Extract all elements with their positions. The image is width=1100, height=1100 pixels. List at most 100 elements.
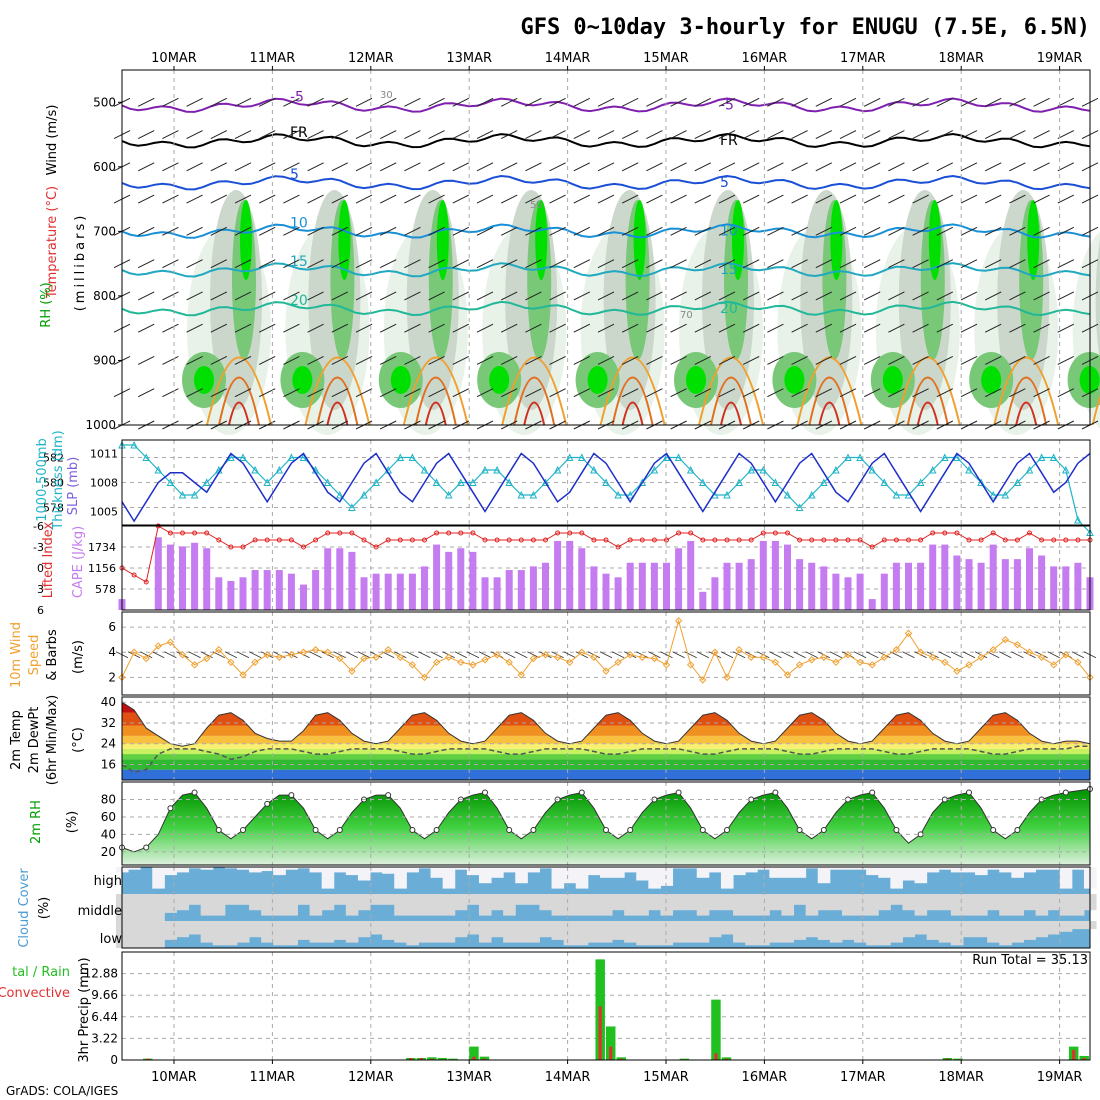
wind-barb: [234, 97, 252, 107]
cloud-cell: [660, 921, 674, 946]
label-cape: CAPE (J/kg): [71, 526, 86, 598]
label-cloud-b: (%): [37, 897, 52, 920]
precip-total-bar: [679, 1058, 690, 1060]
wind-barb: [621, 194, 639, 204]
li-point: [276, 537, 282, 543]
wind-barb: [307, 162, 324, 172]
cape-bar: [312, 570, 320, 610]
cape-tick-label: 1734: [88, 541, 116, 554]
cape-bar: [590, 566, 598, 610]
thickness-point: [493, 465, 501, 474]
precip-conv-bar: [482, 1058, 487, 1060]
temp-line: [121, 701, 1091, 747]
cape-bar: [372, 573, 380, 610]
thickness-point: [553, 465, 562, 474]
precip-total-bar: [479, 1056, 490, 1060]
date-label-top: 19MAR: [1037, 51, 1083, 66]
cloud-cell: [224, 894, 238, 905]
isotherm-line: [121, 262, 1091, 278]
wind10-point: [287, 651, 296, 659]
li-point: [664, 537, 669, 543]
pressure-tick-label: 600: [93, 160, 116, 174]
wind-barb: [379, 130, 397, 139]
wind-barb: [646, 130, 663, 139]
cloud-cell: [817, 921, 831, 940]
wind-barb: [355, 259, 373, 269]
thickness-slp-panel: 578 580 582 1005 1008 1011: [43, 440, 1094, 536]
cloud-cell: [817, 894, 831, 911]
wind-barb: [210, 162, 228, 172]
li-point: [785, 530, 790, 536]
cloud-cell: [370, 867, 383, 873]
wind-barb: [742, 162, 760, 172]
wind10-point: [578, 648, 586, 656]
thickness-point: [408, 453, 417, 461]
rh-point: [966, 789, 972, 796]
wind-barb: [984, 388, 1002, 398]
temp-band: [122, 735, 1090, 744]
li-point: [434, 530, 440, 536]
cloud-cell: [176, 867, 190, 873]
cape-bar: [1013, 559, 1021, 610]
li-point: [978, 537, 984, 543]
wind-barb: [1033, 194, 1050, 204]
wind-barb: [234, 323, 252, 333]
wind-barb: [573, 97, 591, 107]
li-point: [252, 537, 258, 543]
thickness-point: [227, 453, 235, 461]
li-point: [1027, 530, 1032, 536]
wind-barb: [670, 97, 687, 107]
cloud-cell: [684, 894, 698, 911]
wind10-barb: [418, 651, 431, 659]
wind-barb: [549, 323, 566, 333]
cloud-cell: [285, 867, 298, 870]
thickness-point: [723, 490, 731, 499]
li-point: [651, 537, 657, 543]
wind-barb: [549, 226, 566, 236]
panel-frame: [121, 866, 1091, 949]
wind-barb: [1057, 97, 1075, 107]
rh-shade-low-core: [489, 366, 510, 394]
li-point: [833, 537, 839, 543]
footer-credit: GrADS: COLA/IGES: [6, 1084, 118, 1098]
rh-point: [191, 789, 198, 796]
wind-barb: [912, 194, 929, 204]
wind10-point: [941, 658, 949, 667]
cape-bar: [191, 542, 199, 610]
wind10-point: [505, 658, 513, 667]
wind10-point: [263, 651, 271, 659]
date-label-top: 15MAR: [643, 51, 689, 66]
wind-barb: [283, 97, 300, 107]
wind10-barb: [333, 651, 346, 659]
li-point: [591, 537, 597, 543]
cloud-cell: [612, 921, 625, 940]
rh-shade-low-core: [194, 366, 214, 394]
wind-barb: [1033, 162, 1050, 172]
wind10-point: [275, 653, 284, 661]
wind10-barb: [732, 651, 746, 659]
run-total: Run Total = 35.13: [972, 953, 1088, 968]
cloud-cell: [648, 894, 661, 911]
wind-tick-label: 2: [108, 670, 116, 684]
wind-barb: [863, 130, 881, 139]
li-point: [1014, 537, 1020, 543]
wind-barb: [210, 323, 228, 333]
cape-bar: [953, 555, 961, 610]
cloud-cell: [418, 894, 432, 916]
wind-barb: [839, 323, 857, 333]
wind-barb: [718, 194, 736, 204]
cloud-cell: [805, 921, 819, 938]
thickness-point: [299, 453, 308, 461]
precip-conv-bar: [598, 1006, 602, 1060]
wind-barb: [452, 194, 470, 204]
wind-barb: [355, 388, 373, 398]
cloud-cell: [309, 921, 323, 943]
wind-barb: [186, 194, 203, 204]
cloud-cell: [261, 867, 274, 872]
precip-tick-label: 6.44: [91, 1010, 118, 1024]
rh-point: [578, 789, 585, 796]
cloud-cell: [551, 867, 565, 889]
wind-barb: [525, 291, 542, 301]
cloud-cell: [878, 921, 891, 946]
isotherm-arc-35: [916, 401, 939, 426]
